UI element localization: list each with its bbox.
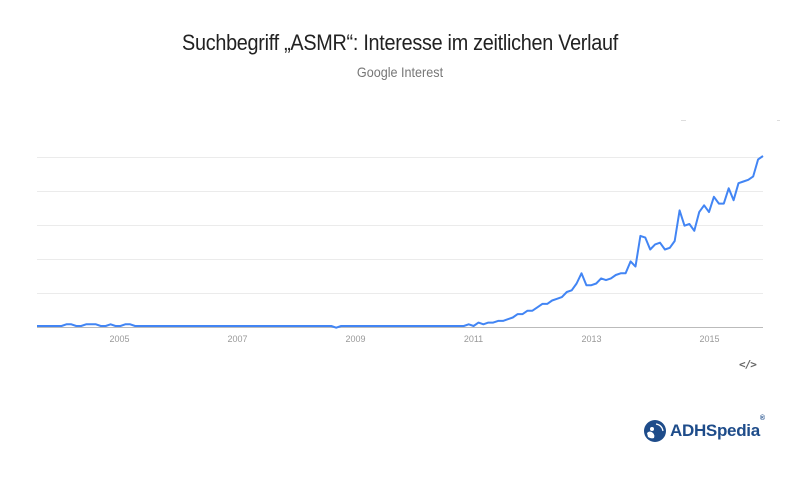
gridlines [37, 157, 763, 294]
x-tick-label: 2011 [464, 334, 483, 344]
chart-subtitle: Google Interest [356, 64, 444, 80]
series-line-asmr[interactable] [37, 155, 764, 329]
x-axis-tick-labels: 2005 2007 2009 2011 2013 2015 [109, 334, 719, 344]
adhspedia-globe-icon [644, 420, 666, 442]
x-tick-label: 2007 [227, 334, 247, 344]
adhspedia-logo[interactable]: ADHSpedia® [643, 415, 765, 443]
x-tick-label: 2005 [109, 334, 129, 344]
x-tick-label: 2015 [699, 334, 719, 344]
x-tick-label: 2013 [581, 334, 601, 344]
chart-title: Suchbegriff „ASMR“: Interesse im zeitlic… [182, 30, 618, 55]
x-tick-label: 2009 [345, 334, 365, 344]
code-embed-icon[interactable]: </> [739, 358, 757, 371]
logo-text: ADHSpedia® [670, 415, 765, 440]
